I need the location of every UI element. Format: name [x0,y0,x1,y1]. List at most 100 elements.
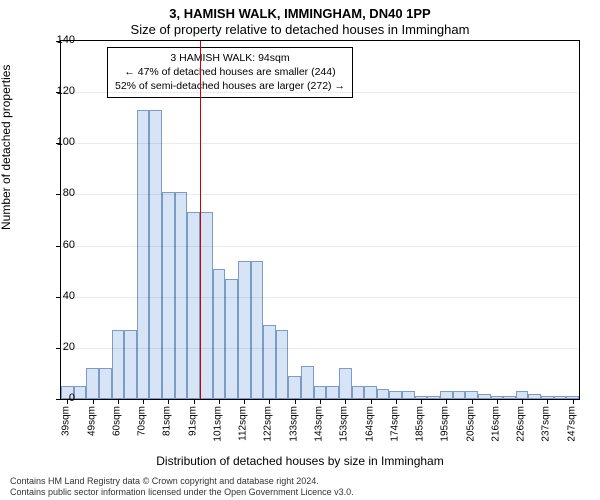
gridline [61,246,579,247]
footer-attribution: Contains HM Land Registry data © Crown c… [10,476,354,499]
ytick-label: 20 [45,341,75,353]
gridline [61,143,579,144]
xtick-mark [295,399,296,404]
histogram-bar [200,212,213,399]
histogram-bar [478,394,491,399]
histogram-bar [149,110,162,399]
footer-line1: Contains HM Land Registry data © Crown c… [10,476,354,487]
gridline [61,92,579,93]
xtick-label: 101sqm [212,406,223,442]
ytick-label: 0 [45,392,75,404]
xtick-mark [573,399,574,404]
histogram-bar [326,386,339,399]
info-box-line2: ← 47% of detached houses are smaller (24… [115,65,345,79]
xtick-mark [168,399,169,404]
histogram-bar [124,330,137,399]
histogram-bar [187,212,200,399]
histogram-bar [86,368,99,399]
histogram-bar [112,330,125,399]
xtick-label: 153sqm [339,406,350,442]
histogram-bar [301,366,314,399]
histogram-bar [503,396,516,399]
xtick-label: 185sqm [415,406,426,442]
histogram-bar [554,396,567,399]
xtick-mark [118,399,119,404]
histogram-bar [516,391,529,399]
ytick-label: 80 [45,187,75,199]
histogram-bar [427,396,440,399]
histogram-bar [162,192,175,399]
xtick-label: 49sqm [86,406,97,436]
xtick-mark [143,399,144,404]
ytick-label: 60 [45,239,75,251]
xtick-label: 39sqm [61,406,72,436]
xtick-label: 247sqm [566,406,577,442]
xtick-label: 205sqm [465,406,476,442]
xtick-mark [320,399,321,404]
xtick-label: 60sqm [111,406,122,436]
page-title-line1: 3, HAMISH WALK, IMMINGHAM, DN40 1PP [0,6,600,21]
histogram-bar [352,386,365,399]
xtick-mark [93,399,94,404]
histogram-bar [213,269,226,399]
gridline [61,348,579,349]
histogram-bar [276,330,289,399]
gridline [61,297,579,298]
info-box: 3 HAMISH WALK: 94sqm ← 47% of detached h… [107,47,353,98]
histogram-plot: 3 HAMISH WALK: 94sqm ← 47% of detached h… [60,40,580,400]
xtick-mark [446,399,447,404]
histogram-bar [238,261,251,399]
xtick-label: 133sqm [288,406,299,442]
marker-line [200,41,201,399]
histogram-bar [175,192,188,399]
footer-line2: Contains public sector information licen… [10,487,354,498]
histogram-bar [389,391,402,399]
xtick-label: 122sqm [263,406,274,442]
ytick-label: 40 [45,290,75,302]
histogram-bar [402,391,415,399]
xtick-label: 70sqm [137,406,148,436]
xtick-label: 164sqm [364,406,375,442]
xtick-label: 81sqm [162,406,173,436]
histogram-bar [263,325,276,399]
histogram-bar [137,110,150,399]
gridline [61,194,579,195]
page-title-line2: Size of property relative to detached ho… [0,22,600,37]
xtick-mark [269,399,270,404]
histogram-bar [465,391,478,399]
histogram-bar [99,368,112,399]
histogram-bar [288,376,301,399]
ytick-label: 120 [45,85,75,97]
xtick-label: 143sqm [314,406,325,442]
histogram-bar [377,389,390,399]
xtick-mark [244,399,245,404]
histogram-bar [440,391,453,399]
histogram-bar [74,386,87,399]
xtick-mark [396,399,397,404]
xtick-mark [345,399,346,404]
y-axis-label: Number of detached properties [0,65,13,230]
histogram-bar [528,394,541,399]
xtick-mark [472,399,473,404]
ytick-label: 140 [45,34,75,46]
xtick-label: 91sqm [187,406,198,436]
xtick-mark [219,399,220,404]
histogram-bar [364,386,377,399]
histogram-bar [453,391,466,399]
xtick-label: 195sqm [440,406,451,442]
xtick-label: 174sqm [389,406,400,442]
xtick-mark [371,399,372,404]
xtick-mark [547,399,548,404]
xtick-label: 226sqm [516,406,527,442]
xtick-label: 216sqm [490,406,501,442]
xtick-mark [522,399,523,404]
xtick-label: 237sqm [541,406,552,442]
info-box-line1: 3 HAMISH WALK: 94sqm [115,51,345,65]
xtick-label: 112sqm [238,406,249,441]
ytick-label: 100 [45,136,75,148]
x-axis-label: Distribution of detached houses by size … [0,454,600,468]
histogram-bar [251,261,264,399]
histogram-bar [339,368,352,399]
xtick-mark [194,399,195,404]
histogram-bar [314,386,327,399]
